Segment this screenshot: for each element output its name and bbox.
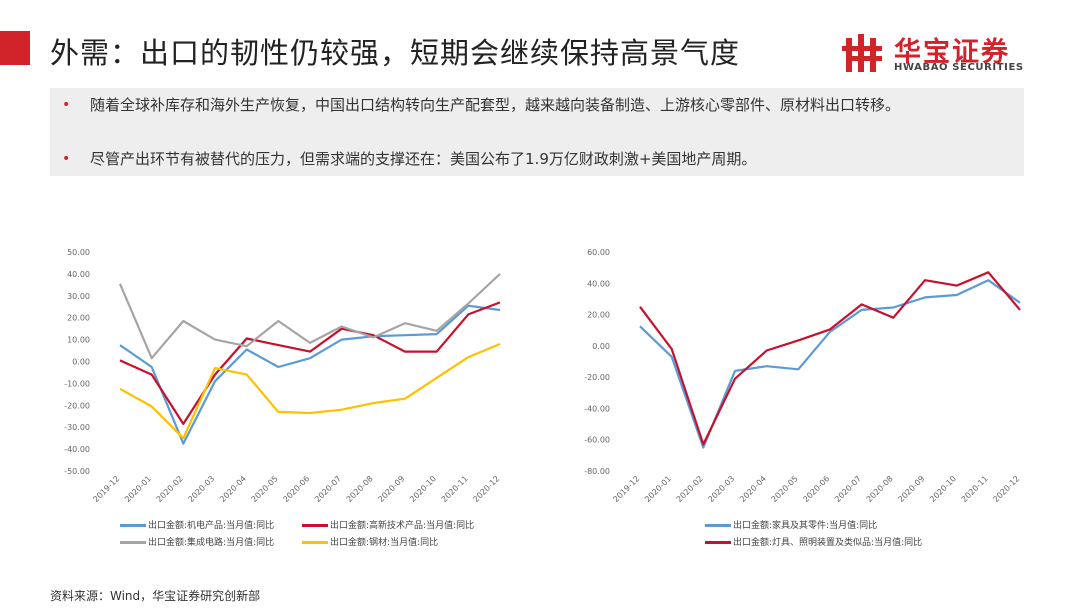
bullet-marker: • xyxy=(62,151,71,167)
y-tick-label: 10.00 xyxy=(67,336,90,345)
legend-swatch xyxy=(302,541,328,544)
y-tick-label: 20.00 xyxy=(67,314,90,323)
y-tick-label: -60.00 xyxy=(584,436,610,445)
y-tick-label: -20.00 xyxy=(64,401,90,410)
x-tick-label: 2020-07 xyxy=(833,474,863,504)
logo-english-name: HWABAO SECURITIES xyxy=(894,62,1024,73)
x-tick-label: 2020-08 xyxy=(345,474,375,504)
x-tick-label: 2019-12 xyxy=(611,474,641,504)
x-tick-label: 2020-03 xyxy=(706,474,736,504)
y-tick-label: -20.00 xyxy=(584,373,610,382)
x-tick-label: 2019-12 xyxy=(91,474,121,504)
x-tick-label: 2020-09 xyxy=(376,474,406,504)
legend-label: 出口金额:机电产品:当月值:同比 xyxy=(148,521,275,531)
x-tick-label: 2020-03 xyxy=(186,474,216,504)
y-tick-label: -40.00 xyxy=(64,445,90,454)
x-tick-label: 2020-10 xyxy=(928,474,958,504)
legend-label: 出口金额:钢材:当月值:同比 xyxy=(330,538,439,548)
y-tick-label: -10.00 xyxy=(64,379,90,388)
legend-swatch xyxy=(705,541,731,544)
legend-label: 出口金额:高新技术产品:当月值:同比 xyxy=(330,521,475,531)
x-tick-label: 2020-07 xyxy=(313,474,343,504)
x-tick-label: 2020-09 xyxy=(896,474,926,504)
page-title: 外需：出口的韧性仍较强，短期会继续保持高景气度 xyxy=(50,36,741,70)
legend-item: 出口金额:机电产品:当月值:同比 xyxy=(120,520,274,532)
x-tick-label: 2020-12 xyxy=(991,474,1021,504)
legend-label: 出口金额:家具及其零件:当月值:同比 xyxy=(733,521,878,531)
x-tick-label: 2020-08 xyxy=(865,474,895,504)
y-tick-label: 0.00 xyxy=(72,358,90,367)
bullet-text: 尽管产出环节有被替代的压力，但需求端的支撑还在：美国公布了1.9万亿财政刺激+美… xyxy=(90,150,757,168)
chart-right: 60.00 40.00 20.00 0.00 -20.00 -40.00 -60.00 -80… xyxy=(565,240,1045,514)
x-tick-label: 2020-06 xyxy=(801,474,831,504)
y-tick-label: -50.00 xyxy=(64,467,90,476)
series-line-1 xyxy=(119,304,501,445)
chart-right-plot: 60.00 40.00 20.00 0.00 -20.00 -40.00 -60.00 -80… xyxy=(584,248,1021,504)
x-tick-label: 2020-11 xyxy=(440,474,470,504)
x-tick-label: 2020-01 xyxy=(123,474,153,504)
x-tick-label: 2020-04 xyxy=(218,474,248,504)
chart-left: 50.00 40.00 30.00 20.00 10.00 0.00 -10.00 -20.0… xyxy=(40,240,520,514)
chart-left-plot: 50.00 40.00 30.00 20.00 10.00 0.00 -10.00 -20.0… xyxy=(64,248,501,504)
series-line-2 xyxy=(639,271,1021,446)
y-tick-label: 20.00 xyxy=(587,311,610,320)
y-tick-label: -40.00 xyxy=(584,404,610,413)
x-tick-label: 2020-11 xyxy=(960,474,990,504)
legend-item: 出口金额:钢材:当月值:同比 xyxy=(302,537,438,549)
series-line-4 xyxy=(119,342,501,440)
y-tick-label: 40.00 xyxy=(587,279,610,288)
y-tick-label: 0.00 xyxy=(592,342,610,351)
y-tick-label: 30.00 xyxy=(67,292,90,301)
x-tick-label: 2020-04 xyxy=(738,474,768,504)
x-tick-label: 2020-05 xyxy=(770,474,800,504)
source-note: 资料来源：Wind，华宝证券研究创新部 xyxy=(50,589,261,603)
bullet-marker: • xyxy=(62,97,71,113)
legend-swatch xyxy=(120,524,146,527)
series-line-1 xyxy=(639,279,1021,449)
x-tick-label: 2020-05 xyxy=(250,474,280,504)
legend-swatch xyxy=(120,541,146,544)
summary-box: • 随着全球补库存和海外生产恢复，中国出口结构转向生产配套型，越来越向装备制造、… xyxy=(50,88,1024,176)
logo-chinese-name: 华宝证券 xyxy=(894,37,1010,68)
x-tick-label: 2020-01 xyxy=(643,474,673,504)
legend-swatch xyxy=(302,524,328,527)
x-tick-label: 2020-06 xyxy=(281,474,311,504)
legend-label: 出口金额:灯具、照明装置及类似品:当月值:同比 xyxy=(733,538,923,548)
company-logo: 华宝证券 HWABAO SECURITIES xyxy=(842,32,1042,76)
legend-item: 出口金额:集成电路:当月值:同比 xyxy=(120,537,274,549)
y-tick-label: 40.00 xyxy=(67,270,90,279)
huabao-logo-icon xyxy=(842,34,882,72)
legend-item: 出口金额:家具及其零件:当月值:同比 xyxy=(705,520,877,532)
x-tick-label: 2020-02 xyxy=(675,474,705,504)
y-tick-label: -80.00 xyxy=(584,467,610,476)
legend-label: 出口金额:集成电路:当月值:同比 xyxy=(148,538,275,548)
bullet-text: 随着全球补库存和海外生产恢复，中国出口结构转向生产配套型，越来越向装备制造、上游… xyxy=(90,96,901,114)
x-tick-label: 2020-12 xyxy=(471,474,501,504)
series-line-2 xyxy=(119,301,501,425)
y-tick-label: 60.00 xyxy=(587,248,610,257)
y-tick-label: 50.00 xyxy=(67,248,90,257)
legend-item: 出口金额:灯具、照明装置及类似品:当月值:同比 xyxy=(705,537,922,549)
title-accent-bar xyxy=(0,31,30,65)
x-tick-label: 2020-10 xyxy=(408,474,438,504)
x-tick-label: 2020-02 xyxy=(155,474,185,504)
legend-swatch xyxy=(705,524,731,527)
series-line-3 xyxy=(118,273,501,360)
legend-item: 出口金额:高新技术产品:当月值:同比 xyxy=(302,520,474,532)
y-tick-label: -30.00 xyxy=(64,423,90,432)
